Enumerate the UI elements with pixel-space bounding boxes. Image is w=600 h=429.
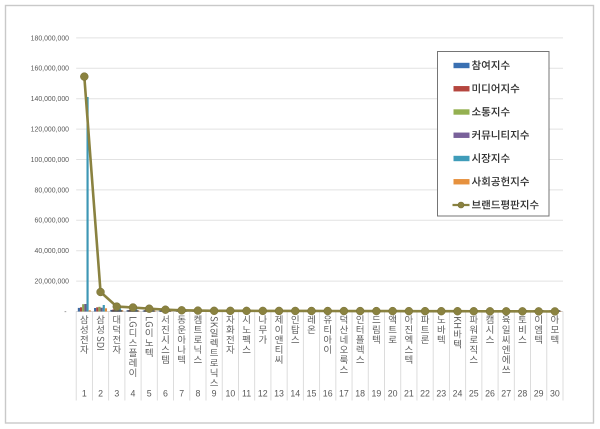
svg-text:180,000,000: 180,000,000 <box>31 35 69 42</box>
svg-text:22: 22 <box>420 389 430 399</box>
svg-text:100,000,000: 100,000,000 <box>31 157 69 164</box>
svg-text:29: 29 <box>534 389 544 399</box>
svg-text:14: 14 <box>290 389 300 399</box>
svg-text:12: 12 <box>258 389 268 399</box>
svg-text:26: 26 <box>485 389 495 399</box>
svg-text:10: 10 <box>225 389 235 399</box>
svg-text:24: 24 <box>453 389 463 399</box>
svg-text:19: 19 <box>371 389 381 399</box>
svg-text:160,000,000: 160,000,000 <box>31 66 69 73</box>
svg-text:25: 25 <box>469 389 479 399</box>
svg-text:9: 9 <box>212 389 217 399</box>
svg-text:13: 13 <box>274 389 284 399</box>
svg-text:18: 18 <box>355 389 365 399</box>
svg-text:16: 16 <box>323 389 333 399</box>
svg-text:21: 21 <box>404 389 414 399</box>
svg-text:28: 28 <box>518 389 528 399</box>
svg-text:-: - <box>64 309 66 316</box>
svg-text:4: 4 <box>131 389 136 399</box>
svg-text:11: 11 <box>242 389 251 399</box>
svg-text:15: 15 <box>307 389 317 399</box>
svg-text:27: 27 <box>501 389 511 399</box>
svg-text:20: 20 <box>388 389 398 399</box>
svg-text:140,000,000: 140,000,000 <box>31 96 69 103</box>
svg-text:8: 8 <box>195 389 200 399</box>
svg-text:120,000,000: 120,000,000 <box>31 127 69 134</box>
svg-text:30: 30 <box>550 389 560 399</box>
svg-text:60,000,000: 60,000,000 <box>35 218 70 225</box>
svg-text:20,000,000: 20,000,000 <box>35 279 70 286</box>
svg-text:5: 5 <box>147 389 152 399</box>
svg-text:17: 17 <box>339 389 349 399</box>
svg-text:23: 23 <box>436 389 446 399</box>
svg-text:3: 3 <box>114 389 119 399</box>
svg-text:1: 1 <box>82 389 87 399</box>
svg-text:40,000,000: 40,000,000 <box>35 248 70 255</box>
svg-text:2: 2 <box>98 389 103 399</box>
svg-text:6: 6 <box>163 389 168 399</box>
svg-text:7: 7 <box>179 389 184 399</box>
svg-text:80,000,000: 80,000,000 <box>35 187 70 194</box>
